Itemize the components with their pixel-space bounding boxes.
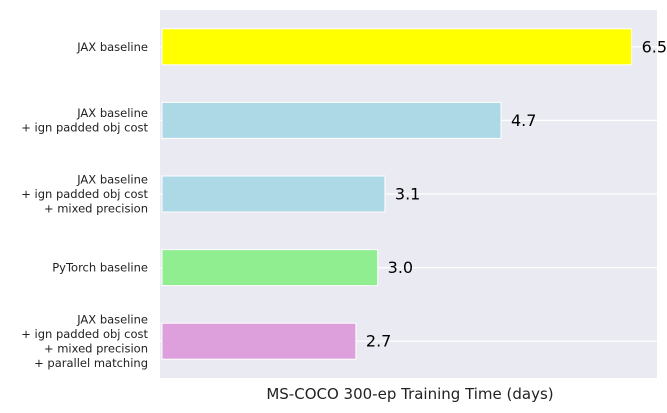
- y-tick-label-line: JAX baseline: [76, 40, 148, 54]
- y-tick-label-line: + ign padded obj cost: [21, 187, 148, 201]
- bar-value-label: 6.5: [642, 37, 667, 56]
- x-axis-label: MS-COCO 300-ep Training Time (days): [266, 385, 553, 403]
- bar: [161, 249, 379, 287]
- bar-value-label: 3.1: [395, 185, 420, 204]
- y-tick-label-line: + mixed precision: [44, 202, 148, 216]
- y-tick-label-line: + mixed precision: [44, 341, 148, 355]
- y-tick-label-line: + parallel matching: [34, 356, 148, 370]
- bar-value-label: 2.7: [366, 332, 391, 351]
- y-tick-label: JAX baseline + ign padded obj cost: [21, 106, 148, 134]
- y-tick-label-line: + ign padded obj cost: [21, 121, 148, 135]
- y-tick-label-line: JAX baseline: [76, 312, 148, 326]
- bar: [161, 28, 633, 66]
- y-tick-label-line: JAX baseline: [76, 106, 148, 120]
- y-tick-label-line: PyTorch baseline: [52, 261, 148, 275]
- value-labels: 6.5 4.7 3.1 3.0 2.7: [366, 37, 667, 350]
- y-tick-label: JAX baseline + ign padded obj cost + mixed…: [21, 173, 148, 216]
- y-tick-label: PyTorch baseline: [52, 261, 148, 275]
- y-tick-label-line: JAX baseline: [76, 173, 148, 187]
- y-tick-label: JAX baseline + ign padded obj cost + mixed…: [21, 312, 148, 370]
- bar: [161, 175, 386, 213]
- bar: [161, 101, 502, 139]
- bar: [161, 322, 357, 360]
- bar-value-label: 4.7: [511, 111, 536, 130]
- y-tick-label-line: + ign padded obj cost: [21, 327, 148, 341]
- y-tick-label: JAX baseline: [76, 40, 148, 54]
- bars: [161, 28, 633, 360]
- bar-value-label: 3.0: [388, 258, 413, 277]
